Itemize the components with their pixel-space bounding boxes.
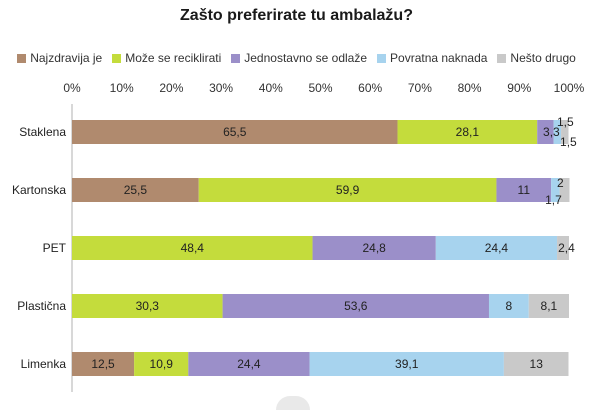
x-tick-label: 70% bbox=[408, 81, 432, 95]
legend-label: Povratna naknada bbox=[390, 51, 488, 65]
bar-segment bbox=[559, 178, 570, 202]
legend-item: Jednostavno se odlaže bbox=[231, 51, 367, 65]
data-label: 2,4 bbox=[558, 241, 575, 255]
bar-segment bbox=[537, 120, 554, 144]
bar-segment bbox=[134, 352, 189, 376]
data-label: 53,6 bbox=[344, 299, 368, 313]
legend-swatch bbox=[17, 53, 27, 63]
x-tick-label: 20% bbox=[159, 81, 183, 95]
data-label: 10,9 bbox=[150, 357, 174, 371]
category-label: Plastična bbox=[17, 299, 66, 313]
data-label: 39,1 bbox=[395, 357, 419, 371]
bar-segment bbox=[397, 120, 538, 144]
x-tick-label: 30% bbox=[209, 81, 233, 95]
data-label: 28,1 bbox=[456, 125, 480, 139]
bar-segment bbox=[553, 120, 562, 144]
bar-segment bbox=[488, 294, 529, 318]
category-label: PET bbox=[43, 241, 67, 255]
category-label: Staklena bbox=[19, 125, 66, 139]
bar-segment bbox=[561, 120, 569, 144]
bar-segment bbox=[435, 236, 558, 260]
x-tick-label: 80% bbox=[458, 81, 482, 95]
bar-segment bbox=[309, 352, 504, 376]
data-label: 24,8 bbox=[362, 241, 386, 255]
data-label: 59,9 bbox=[336, 183, 360, 197]
data-label: 65,5 bbox=[223, 125, 247, 139]
bar-segment bbox=[312, 236, 436, 260]
legend-label: Nešto drugo bbox=[510, 51, 576, 65]
data-label: 8,1 bbox=[541, 299, 558, 313]
legend-item: Može se reciklirati bbox=[112, 51, 221, 65]
legend-swatch bbox=[112, 53, 122, 63]
bar-segment bbox=[72, 352, 135, 376]
data-label: 2 bbox=[557, 176, 564, 190]
data-label: 13 bbox=[530, 357, 544, 371]
legend-item: Nešto drugo bbox=[497, 51, 576, 65]
legend-swatch bbox=[497, 53, 507, 63]
x-tick-label: 100% bbox=[554, 81, 585, 95]
watermark-logo bbox=[276, 396, 310, 410]
chart-title: Zašto preferirate tu ambalažu? bbox=[180, 7, 413, 24]
data-label: 3,3 bbox=[543, 125, 560, 139]
data-label: 12,5 bbox=[91, 357, 115, 371]
bar-segment bbox=[551, 178, 560, 202]
data-label: 48,4 bbox=[181, 241, 205, 255]
bar-segment bbox=[496, 178, 552, 202]
data-label: 24,4 bbox=[485, 241, 509, 255]
bar-segment bbox=[503, 352, 569, 376]
legend-swatch bbox=[377, 53, 387, 63]
data-label: 1,5 bbox=[557, 115, 574, 129]
legend: Najzdravija je Može se reciklirati Jednost… bbox=[0, 51, 593, 65]
data-label: 30,3 bbox=[136, 299, 160, 313]
data-label: 25,5 bbox=[124, 183, 148, 197]
legend-label: Jednostavno se odlaže bbox=[244, 51, 368, 65]
x-tick-label: 10% bbox=[110, 81, 134, 95]
legend-label: Najzdravija je bbox=[30, 51, 103, 65]
legend-item: Povratna naknada bbox=[377, 51, 487, 65]
bar-segment bbox=[528, 294, 569, 318]
legend-swatch bbox=[231, 53, 241, 63]
data-label: 1,7 bbox=[545, 193, 562, 207]
category-label: Limenka bbox=[21, 357, 67, 371]
bar-segment bbox=[198, 178, 497, 202]
x-tick-label: 60% bbox=[358, 81, 382, 95]
data-label: 8 bbox=[506, 299, 513, 313]
bar-segment bbox=[188, 352, 310, 376]
bar-segment bbox=[72, 178, 199, 202]
bar-segment bbox=[72, 236, 313, 260]
x-tick-label: 50% bbox=[308, 81, 332, 95]
category-label: Kartonska bbox=[12, 183, 66, 197]
x-tick-label: 0% bbox=[63, 81, 81, 95]
bar-segment bbox=[72, 120, 398, 144]
bar-segment bbox=[222, 294, 489, 318]
legend-item: Najzdravija je bbox=[17, 51, 102, 65]
data-label: 24,4 bbox=[237, 357, 261, 371]
legend-label: Može se reciklirati bbox=[125, 51, 222, 65]
data-label: 11 bbox=[518, 183, 531, 197]
data-label: 1,5 bbox=[560, 135, 577, 149]
x-tick-label: 40% bbox=[259, 81, 283, 95]
x-tick-label: 90% bbox=[507, 81, 531, 95]
bar-segment bbox=[557, 236, 569, 260]
bar-segment bbox=[72, 294, 223, 318]
